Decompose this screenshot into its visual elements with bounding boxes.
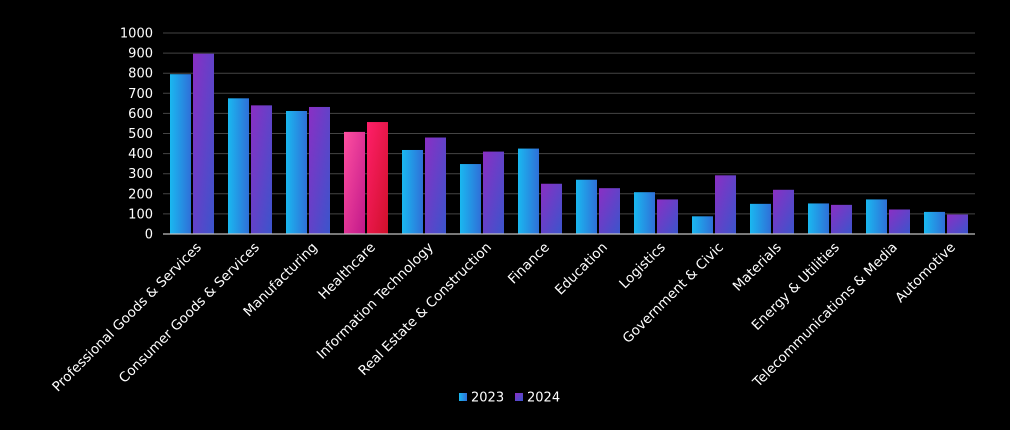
- y-tick-label: 800: [128, 67, 153, 82]
- gridlines: [163, 32, 975, 215]
- bar-2024: [657, 199, 678, 234]
- y-tick-label: 1000: [120, 27, 153, 42]
- bar-2024: [947, 214, 968, 234]
- category-label: Materials: [730, 240, 785, 295]
- bar-2024: [193, 53, 214, 234]
- bar-2024: [889, 209, 910, 234]
- bar-2023: [286, 110, 307, 234]
- category-label: Finance: [505, 240, 553, 288]
- y-tick-label: 700: [128, 87, 153, 102]
- bar-2024: [309, 106, 330, 234]
- category-label: Logistics: [616, 240, 669, 293]
- y-tick-label: 200: [128, 187, 153, 202]
- category-label: Education: [552, 240, 611, 299]
- bar-2023: [750, 203, 771, 234]
- bars: [170, 53, 968, 234]
- category-label: Healthcare: [315, 240, 378, 303]
- bar-2024: [715, 175, 736, 234]
- legend: 2023 2024: [459, 391, 560, 406]
- bar-2023: [692, 216, 713, 234]
- bar-2024: [599, 188, 620, 234]
- bar-2023: [808, 203, 829, 234]
- category-label: Information Technology: [314, 240, 437, 363]
- bar-2023: [460, 164, 481, 234]
- bar-2023: [518, 148, 539, 234]
- bar-2023: [402, 149, 423, 234]
- y-tick-label: 0: [145, 228, 153, 243]
- y-tick-label: 900: [128, 47, 153, 62]
- bar-2023: [866, 199, 887, 234]
- y-tick-label: 300: [128, 167, 153, 182]
- bar-2024: [773, 189, 794, 234]
- y-tick-label: 100: [128, 207, 153, 222]
- bar-2024: [251, 105, 272, 234]
- legend-swatch-2024: [515, 393, 523, 401]
- category-label: Government & Civic: [620, 240, 727, 347]
- legend-label: 2023: [471, 391, 504, 406]
- y-tick-label: 400: [128, 147, 153, 162]
- bar-2024: [483, 151, 504, 234]
- category-label: Automotive: [892, 240, 959, 307]
- axes: 0 100 200 300 400 500 600 700 800 900 1000: [120, 27, 975, 243]
- bar-2023: [634, 192, 655, 234]
- bar-2023: [344, 131, 365, 234]
- bar-2023: [228, 98, 249, 234]
- bar-2024: [367, 122, 388, 234]
- y-tick-label: 500: [128, 127, 153, 142]
- bar-2024: [831, 204, 852, 234]
- y-tick-label: 600: [128, 107, 153, 122]
- legend-label: 2024: [527, 391, 560, 406]
- bar-2023: [576, 179, 597, 234]
- bar-2024: [425, 137, 446, 234]
- legend-swatch-2023: [459, 393, 467, 401]
- bar-2023: [170, 74, 191, 234]
- bar-2023: [924, 211, 945, 234]
- bar-2024: [541, 183, 562, 234]
